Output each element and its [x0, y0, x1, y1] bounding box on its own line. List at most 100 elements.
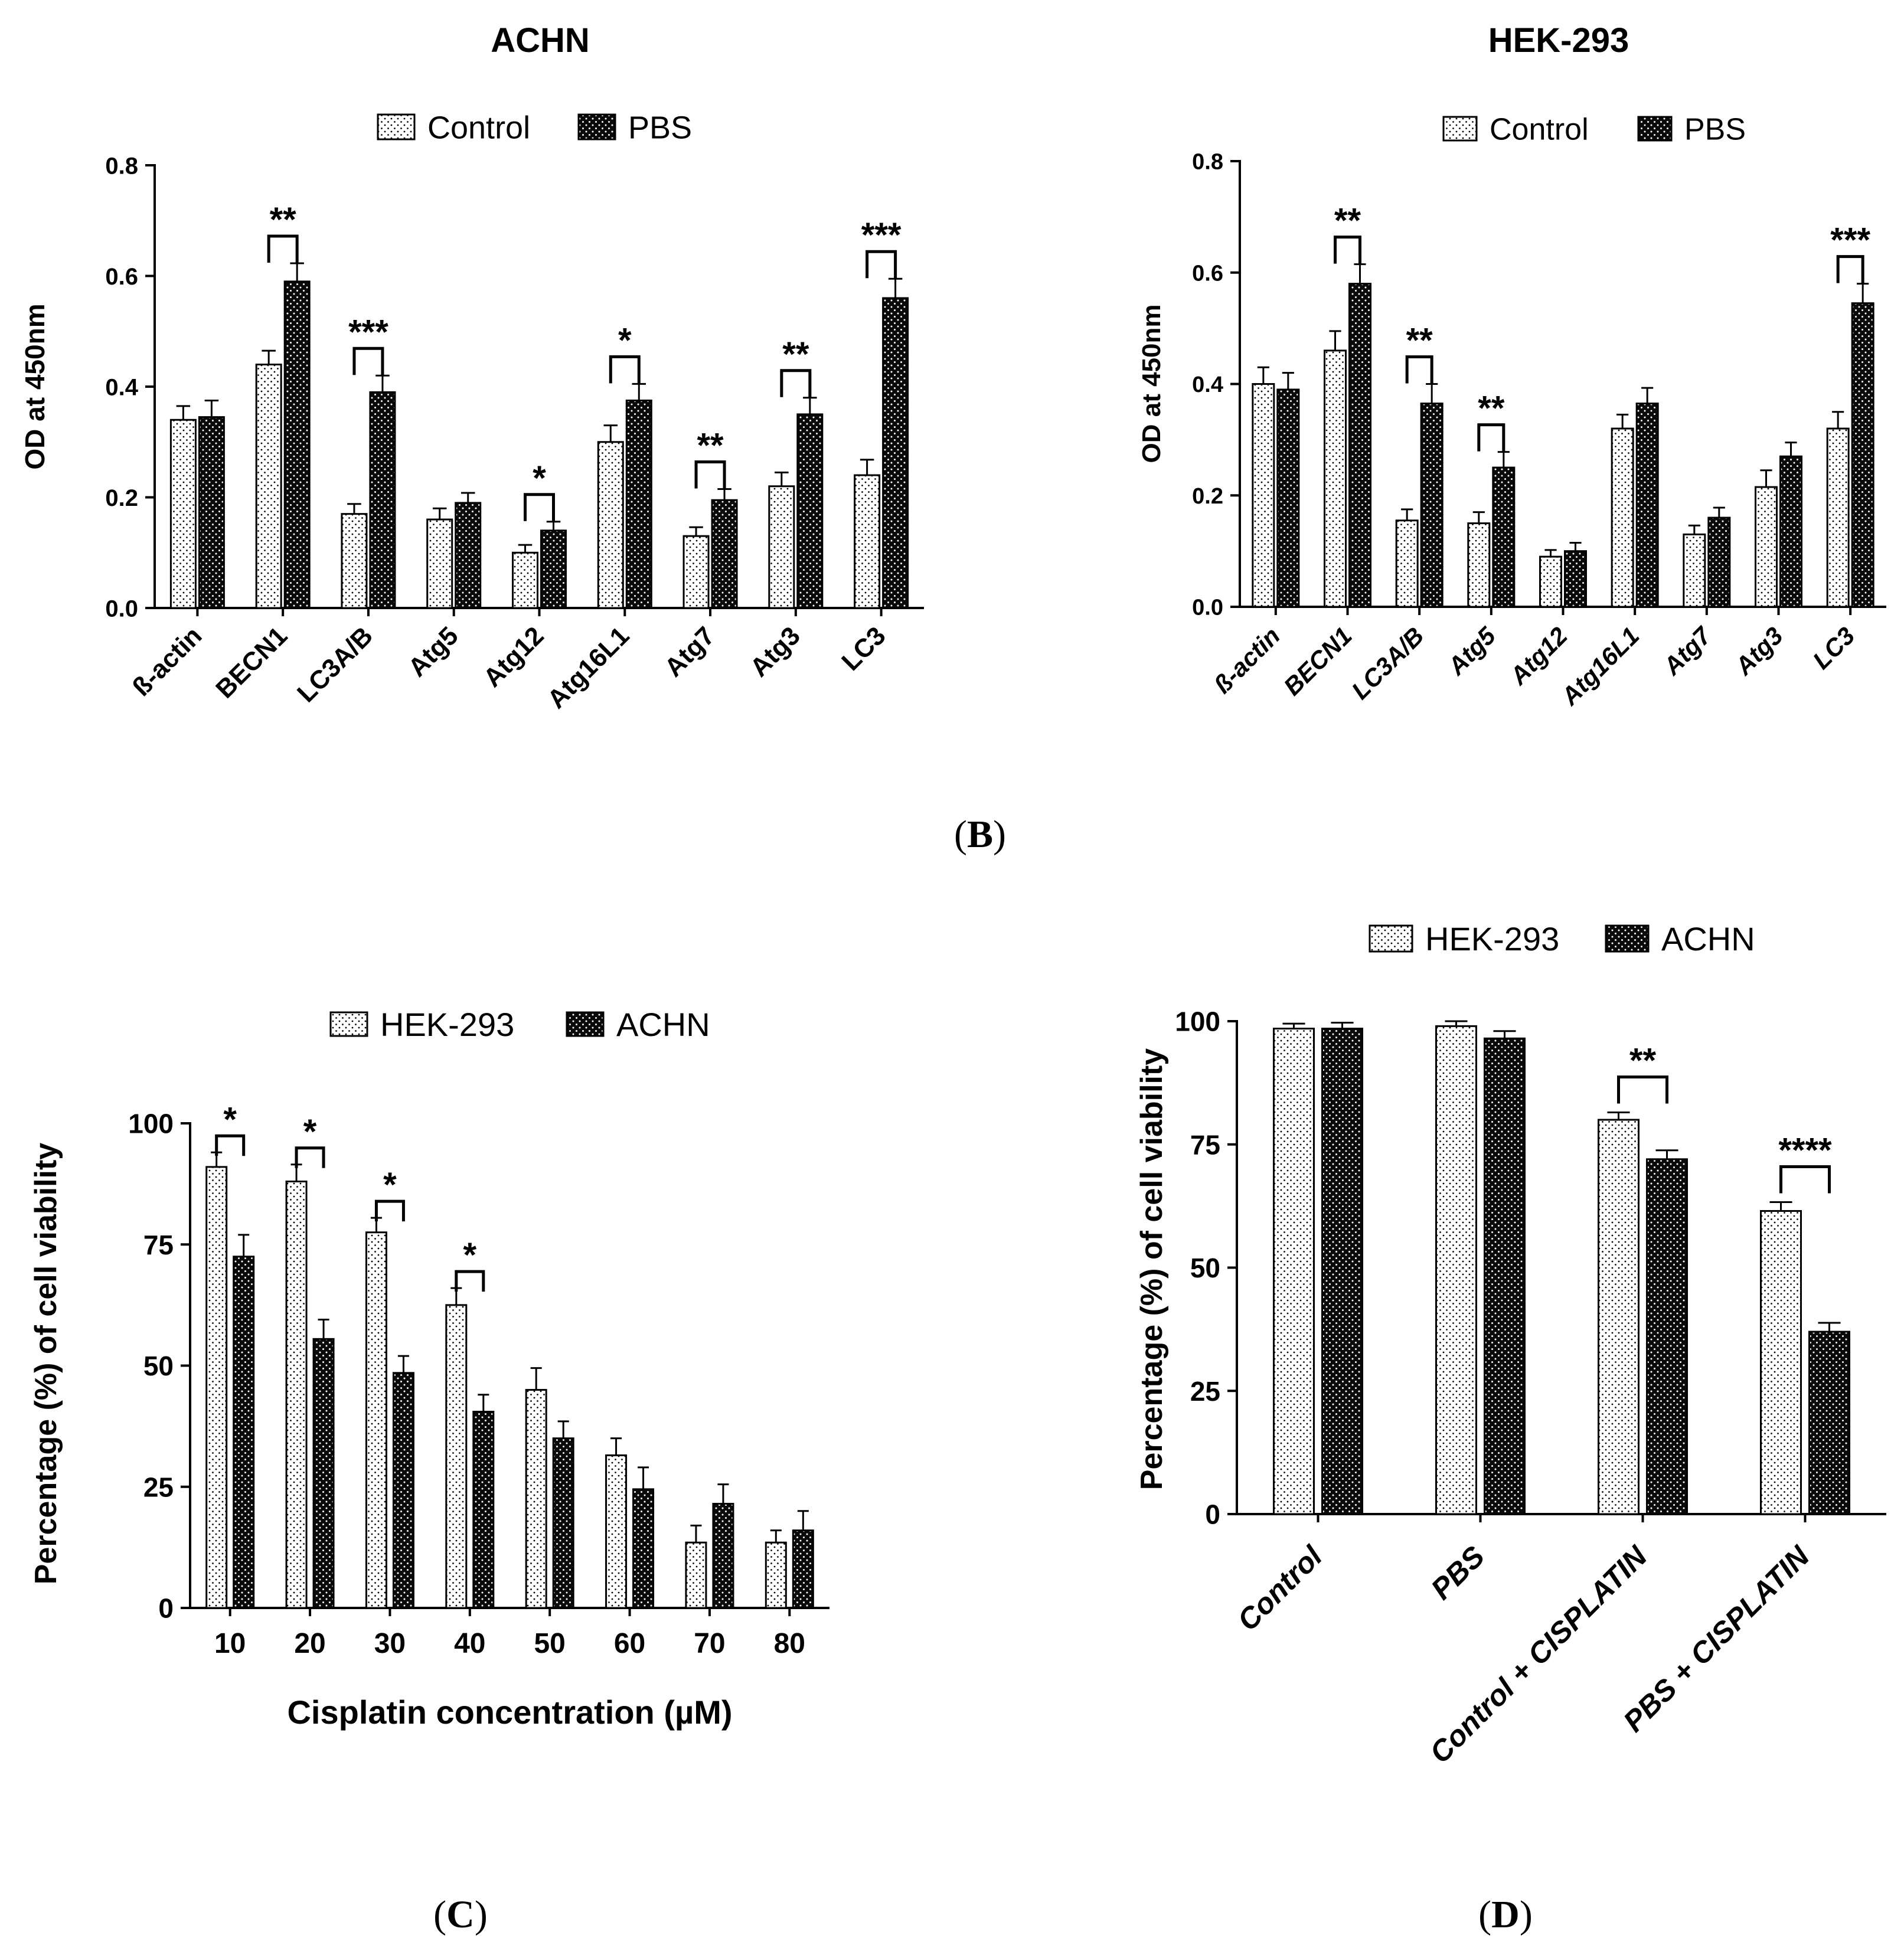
bar-hek-293	[765, 1541, 787, 1609]
y-tick-label: 0.2	[105, 485, 138, 511]
x-tick-label: Control	[1231, 1539, 1329, 1637]
significance-bracket	[1617, 1075, 1668, 1104]
bar-achn	[472, 1410, 495, 1609]
y-tick-label: 50	[143, 1351, 174, 1381]
significance-label: *	[383, 1166, 397, 1204]
bar-pbs	[540, 529, 567, 609]
x-tick-label: 20	[294, 1628, 325, 1659]
bar-pbs	[1420, 403, 1443, 608]
significance-label: **	[697, 426, 724, 465]
significance-label: *	[303, 1113, 317, 1151]
significance-label: *	[463, 1236, 477, 1274]
significance-bracket	[1334, 236, 1361, 264]
significance-label: **	[270, 201, 297, 239]
bar-pbs	[1564, 550, 1587, 608]
bar-pbs	[283, 280, 311, 609]
significance-label: ***	[1830, 221, 1870, 260]
legend-swatch-pbs	[577, 113, 616, 140]
significance-bracket	[455, 1270, 485, 1292]
significance-label: *	[533, 459, 546, 498]
bar-achn	[1321, 1028, 1363, 1515]
y-tick-label: 100	[128, 1109, 174, 1139]
significance-bracket	[215, 1134, 246, 1156]
significance-bracket	[267, 234, 299, 263]
significance-bracket	[1836, 255, 1864, 283]
significance-label: *	[223, 1100, 237, 1139]
y-tick-label: 0	[1205, 1499, 1220, 1530]
bar-control	[1467, 522, 1491, 608]
x-tick-label: LC3A/B	[292, 621, 378, 708]
legend-swatch-achn	[1605, 924, 1650, 953]
y-axis-label: Percentage (%) of cell viability	[1135, 1048, 1169, 1490]
y-tick-label: 0.4	[1192, 372, 1223, 397]
significance-bracket	[866, 250, 897, 279]
chart-title: ACHN	[491, 21, 590, 60]
panel-label-d: (D)	[1478, 1893, 1533, 1936]
legend-swatch-achn	[566, 1011, 605, 1037]
bar-achn	[1808, 1331, 1850, 1515]
x-tick-label: Atg5	[403, 621, 464, 682]
bar-achn	[552, 1437, 574, 1609]
significance-label: *	[618, 321, 632, 359]
legend-swatch-hek-293	[1369, 924, 1413, 953]
x-tick-label: Atg12	[478, 621, 549, 692]
y-tick-label: 25	[143, 1472, 174, 1502]
x-tick-label: Atg12	[1504, 622, 1572, 690]
bar-control	[1324, 349, 1347, 608]
bar-pbs	[1492, 466, 1516, 608]
legend-label-hek-293: HEK-293	[1425, 920, 1559, 957]
significance-label: **	[1478, 390, 1505, 428]
bar-achn	[1484, 1037, 1526, 1515]
legend-swatch-control	[377, 113, 416, 140]
bar-hek-293	[365, 1231, 387, 1609]
significance-bracket	[780, 369, 812, 397]
x-tick-label: Atg3	[744, 621, 806, 682]
bar-achn	[792, 1529, 814, 1609]
bar-hek-293	[1273, 1028, 1315, 1515]
bar-pbs	[796, 413, 824, 609]
x-tick-label: 80	[774, 1628, 805, 1659]
significance-label: **	[782, 335, 809, 374]
significance-bracket	[1405, 355, 1433, 384]
significance-bracket	[1477, 423, 1505, 452]
legend-label-achn: ACHN	[616, 1006, 710, 1043]
bar-hek-293	[685, 1541, 707, 1609]
significance-label: **	[1629, 1041, 1657, 1080]
legend-label-control: Control	[1490, 113, 1589, 147]
bar-control	[1683, 533, 1706, 608]
bar-pbs	[1348, 283, 1371, 608]
significance-label: ***	[348, 313, 388, 351]
bar-control	[341, 513, 368, 609]
x-tick-label: BECN1	[1278, 622, 1357, 701]
bar-control	[768, 485, 795, 609]
bar-pbs	[625, 399, 652, 609]
y-tick-label: 75	[143, 1230, 174, 1260]
legend-label-pbs: PBS	[628, 110, 692, 145]
x-tick-label: 70	[694, 1628, 725, 1659]
x-tick-label: PBS	[1425, 1539, 1491, 1606]
bar-pbs	[882, 297, 909, 609]
x-axis-label: Cisplatin concentration (µM)	[287, 1694, 732, 1731]
significance-bracket	[352, 346, 384, 375]
bar-pbs	[1635, 403, 1659, 608]
x-tick-label: LC3	[1807, 622, 1860, 674]
x-tick-label: 40	[454, 1628, 485, 1659]
x-tick-label: Atg16L1	[1555, 622, 1644, 711]
y-tick-label: 0.6	[105, 264, 138, 290]
bar-pbs	[1707, 517, 1731, 608]
x-tick-label: Atg7	[659, 621, 720, 682]
y-tick-label: 0	[158, 1593, 174, 1624]
bar-achn	[712, 1502, 734, 1609]
significance-bracket	[295, 1146, 325, 1168]
x-tick-label: 10	[214, 1628, 246, 1659]
legend-label-pbs: PBS	[1684, 113, 1746, 147]
significance-label: **	[1406, 322, 1433, 360]
x-tick-label: 30	[374, 1628, 406, 1659]
bar-achn	[632, 1488, 655, 1609]
bar-pbs	[1276, 388, 1300, 608]
bar-control	[1252, 383, 1275, 608]
bar-achn	[312, 1338, 335, 1609]
x-tick-label: 60	[614, 1628, 645, 1659]
bar-pbs	[711, 499, 738, 609]
bar-control	[426, 518, 453, 609]
